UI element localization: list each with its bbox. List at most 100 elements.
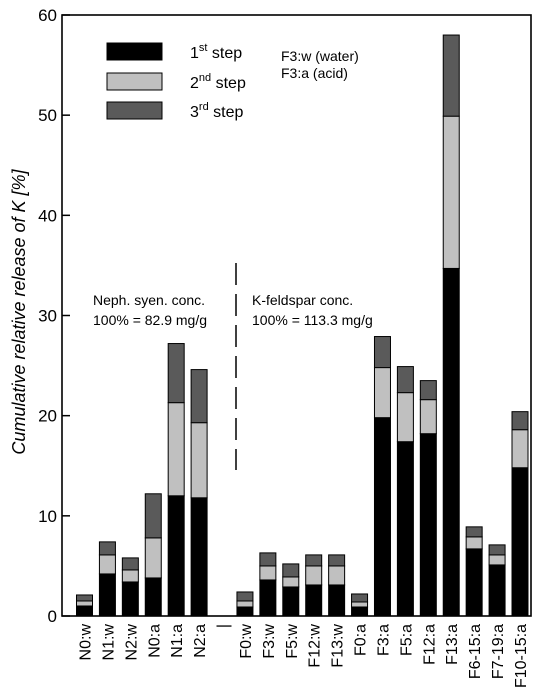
bar-segment bbox=[76, 594, 93, 602]
y-tick-label: 40 bbox=[38, 206, 57, 225]
bar-segment bbox=[305, 584, 323, 617]
bar-segment bbox=[259, 552, 277, 567]
bar-segment bbox=[305, 565, 323, 586]
bar-segment bbox=[419, 380, 437, 401]
legend-swatch bbox=[106, 101, 163, 120]
x-tick-label: N0:a bbox=[146, 624, 163, 658]
annotation-group-right-2: 100% = 113.3 mg/g bbox=[252, 312, 373, 328]
bar-segment bbox=[488, 554, 506, 566]
bar-segment bbox=[442, 267, 460, 617]
bar-segment bbox=[373, 367, 391, 419]
bar-segment bbox=[144, 537, 162, 579]
y-axis: 0 10 20 30 40 50 60 bbox=[38, 6, 70, 626]
bar-segment bbox=[167, 495, 185, 617]
y-axis-label: Cumulative relative release of K [%] bbox=[9, 168, 29, 454]
bar-segment bbox=[236, 591, 254, 602]
bar-segment bbox=[465, 526, 483, 538]
bar-segment bbox=[282, 563, 300, 578]
annotation-key-1: F3:w (water) bbox=[281, 48, 359, 64]
x-tick-label: N1:w bbox=[100, 624, 117, 661]
bar-segment bbox=[511, 429, 529, 469]
x-tick-label: F0:a bbox=[353, 624, 370, 656]
bar-segment bbox=[282, 576, 300, 588]
legend-swatch bbox=[106, 72, 163, 91]
bar-segment bbox=[144, 577, 162, 617]
bar-segment bbox=[373, 336, 391, 369]
bar-segment bbox=[442, 115, 460, 269]
bar-segment bbox=[144, 493, 162, 539]
annotation-key-2: F3:a (acid) bbox=[281, 65, 348, 81]
legend: 1st step 2nd step 3rd step bbox=[106, 42, 246, 121]
x-tick-label: N1:a bbox=[169, 624, 186, 658]
bar-segment bbox=[167, 402, 185, 497]
x-tick-label: N0:w bbox=[78, 624, 95, 661]
annotation-group-left-2: 100% = 82.9 mg/g bbox=[93, 312, 207, 328]
bar-segment bbox=[328, 554, 346, 567]
bar-segment bbox=[488, 564, 506, 617]
bar-segment bbox=[282, 586, 300, 617]
bar-segment bbox=[167, 343, 185, 404]
bar-segment bbox=[396, 441, 414, 617]
legend-label: 3rd step bbox=[190, 101, 243, 121]
y-tick-label: 60 bbox=[38, 6, 57, 25]
x-tick-label: F12:a bbox=[421, 624, 438, 665]
bar-segment bbox=[511, 467, 529, 617]
y-tick-label: 50 bbox=[38, 106, 57, 125]
x-tick-label: F12:w bbox=[307, 624, 324, 668]
y-tick-label: 0 bbox=[48, 607, 57, 626]
bar-segment bbox=[259, 579, 277, 617]
bar-segment bbox=[76, 605, 93, 617]
x-tick-label: F13:w bbox=[330, 624, 347, 668]
bar-segment bbox=[351, 601, 369, 608]
legend-label: 2nd step bbox=[190, 72, 246, 92]
bar-segment bbox=[442, 34, 460, 117]
bars bbox=[76, 34, 529, 617]
legend-swatch bbox=[106, 42, 163, 61]
bar-segment bbox=[98, 554, 116, 575]
bar-segment bbox=[328, 565, 346, 586]
x-tick-label: F6-15:a bbox=[467, 624, 484, 679]
bar-segment bbox=[121, 581, 139, 617]
bar-segment bbox=[419, 433, 437, 617]
bar-segment bbox=[259, 565, 277, 581]
y-tick-label: 20 bbox=[38, 407, 57, 426]
bar-segment bbox=[488, 544, 506, 556]
bar-segment bbox=[98, 573, 116, 617]
y-tick-label: 10 bbox=[38, 507, 57, 526]
bar-segment bbox=[396, 392, 414, 443]
bar-segment bbox=[76, 600, 93, 607]
bar-segment bbox=[351, 606, 369, 617]
bar-segment bbox=[190, 369, 208, 424]
bar-segment bbox=[328, 584, 346, 617]
x-tick-label: F10-15:a bbox=[513, 624, 530, 688]
bar-segment bbox=[465, 536, 483, 550]
bar-segment bbox=[465, 548, 483, 617]
bar-segment bbox=[121, 569, 139, 583]
x-tick-label: N2:a bbox=[192, 624, 209, 658]
bar-segment bbox=[373, 417, 391, 617]
bar-segment bbox=[305, 554, 323, 567]
x-tick-label: | bbox=[215, 624, 232, 628]
legend-label: 1st step bbox=[190, 42, 242, 62]
x-axis-labels: N0:w N1:w N2:w N0:a N1:a N2:a | F0:w F3:w F5:w F12… bbox=[78, 624, 531, 688]
bar-segment bbox=[396, 366, 414, 394]
bar-segment bbox=[419, 399, 437, 435]
x-tick-label: F5:a bbox=[398, 624, 415, 656]
annotation-group-right-1: K-feldspar conc. bbox=[252, 292, 353, 308]
bar-segment bbox=[236, 600, 254, 608]
y-tick-label: 30 bbox=[38, 307, 57, 326]
bar-segment bbox=[190, 497, 208, 617]
bar-segment bbox=[236, 606, 254, 617]
bar-segment bbox=[511, 411, 529, 431]
x-tick-label: F0:w bbox=[238, 624, 255, 659]
bar-segment bbox=[121, 557, 139, 571]
x-tick-label: N2:w bbox=[123, 624, 140, 661]
bar-segment bbox=[190, 422, 208, 499]
bar-segment bbox=[98, 541, 116, 556]
bar-segment bbox=[351, 593, 369, 603]
x-tick-label: F3:w bbox=[261, 624, 278, 659]
annotation-group-left-1: Neph. syen. conc. bbox=[93, 292, 205, 308]
x-tick-label: F3:a bbox=[375, 624, 392, 656]
x-tick-label: F5:w bbox=[284, 624, 301, 659]
